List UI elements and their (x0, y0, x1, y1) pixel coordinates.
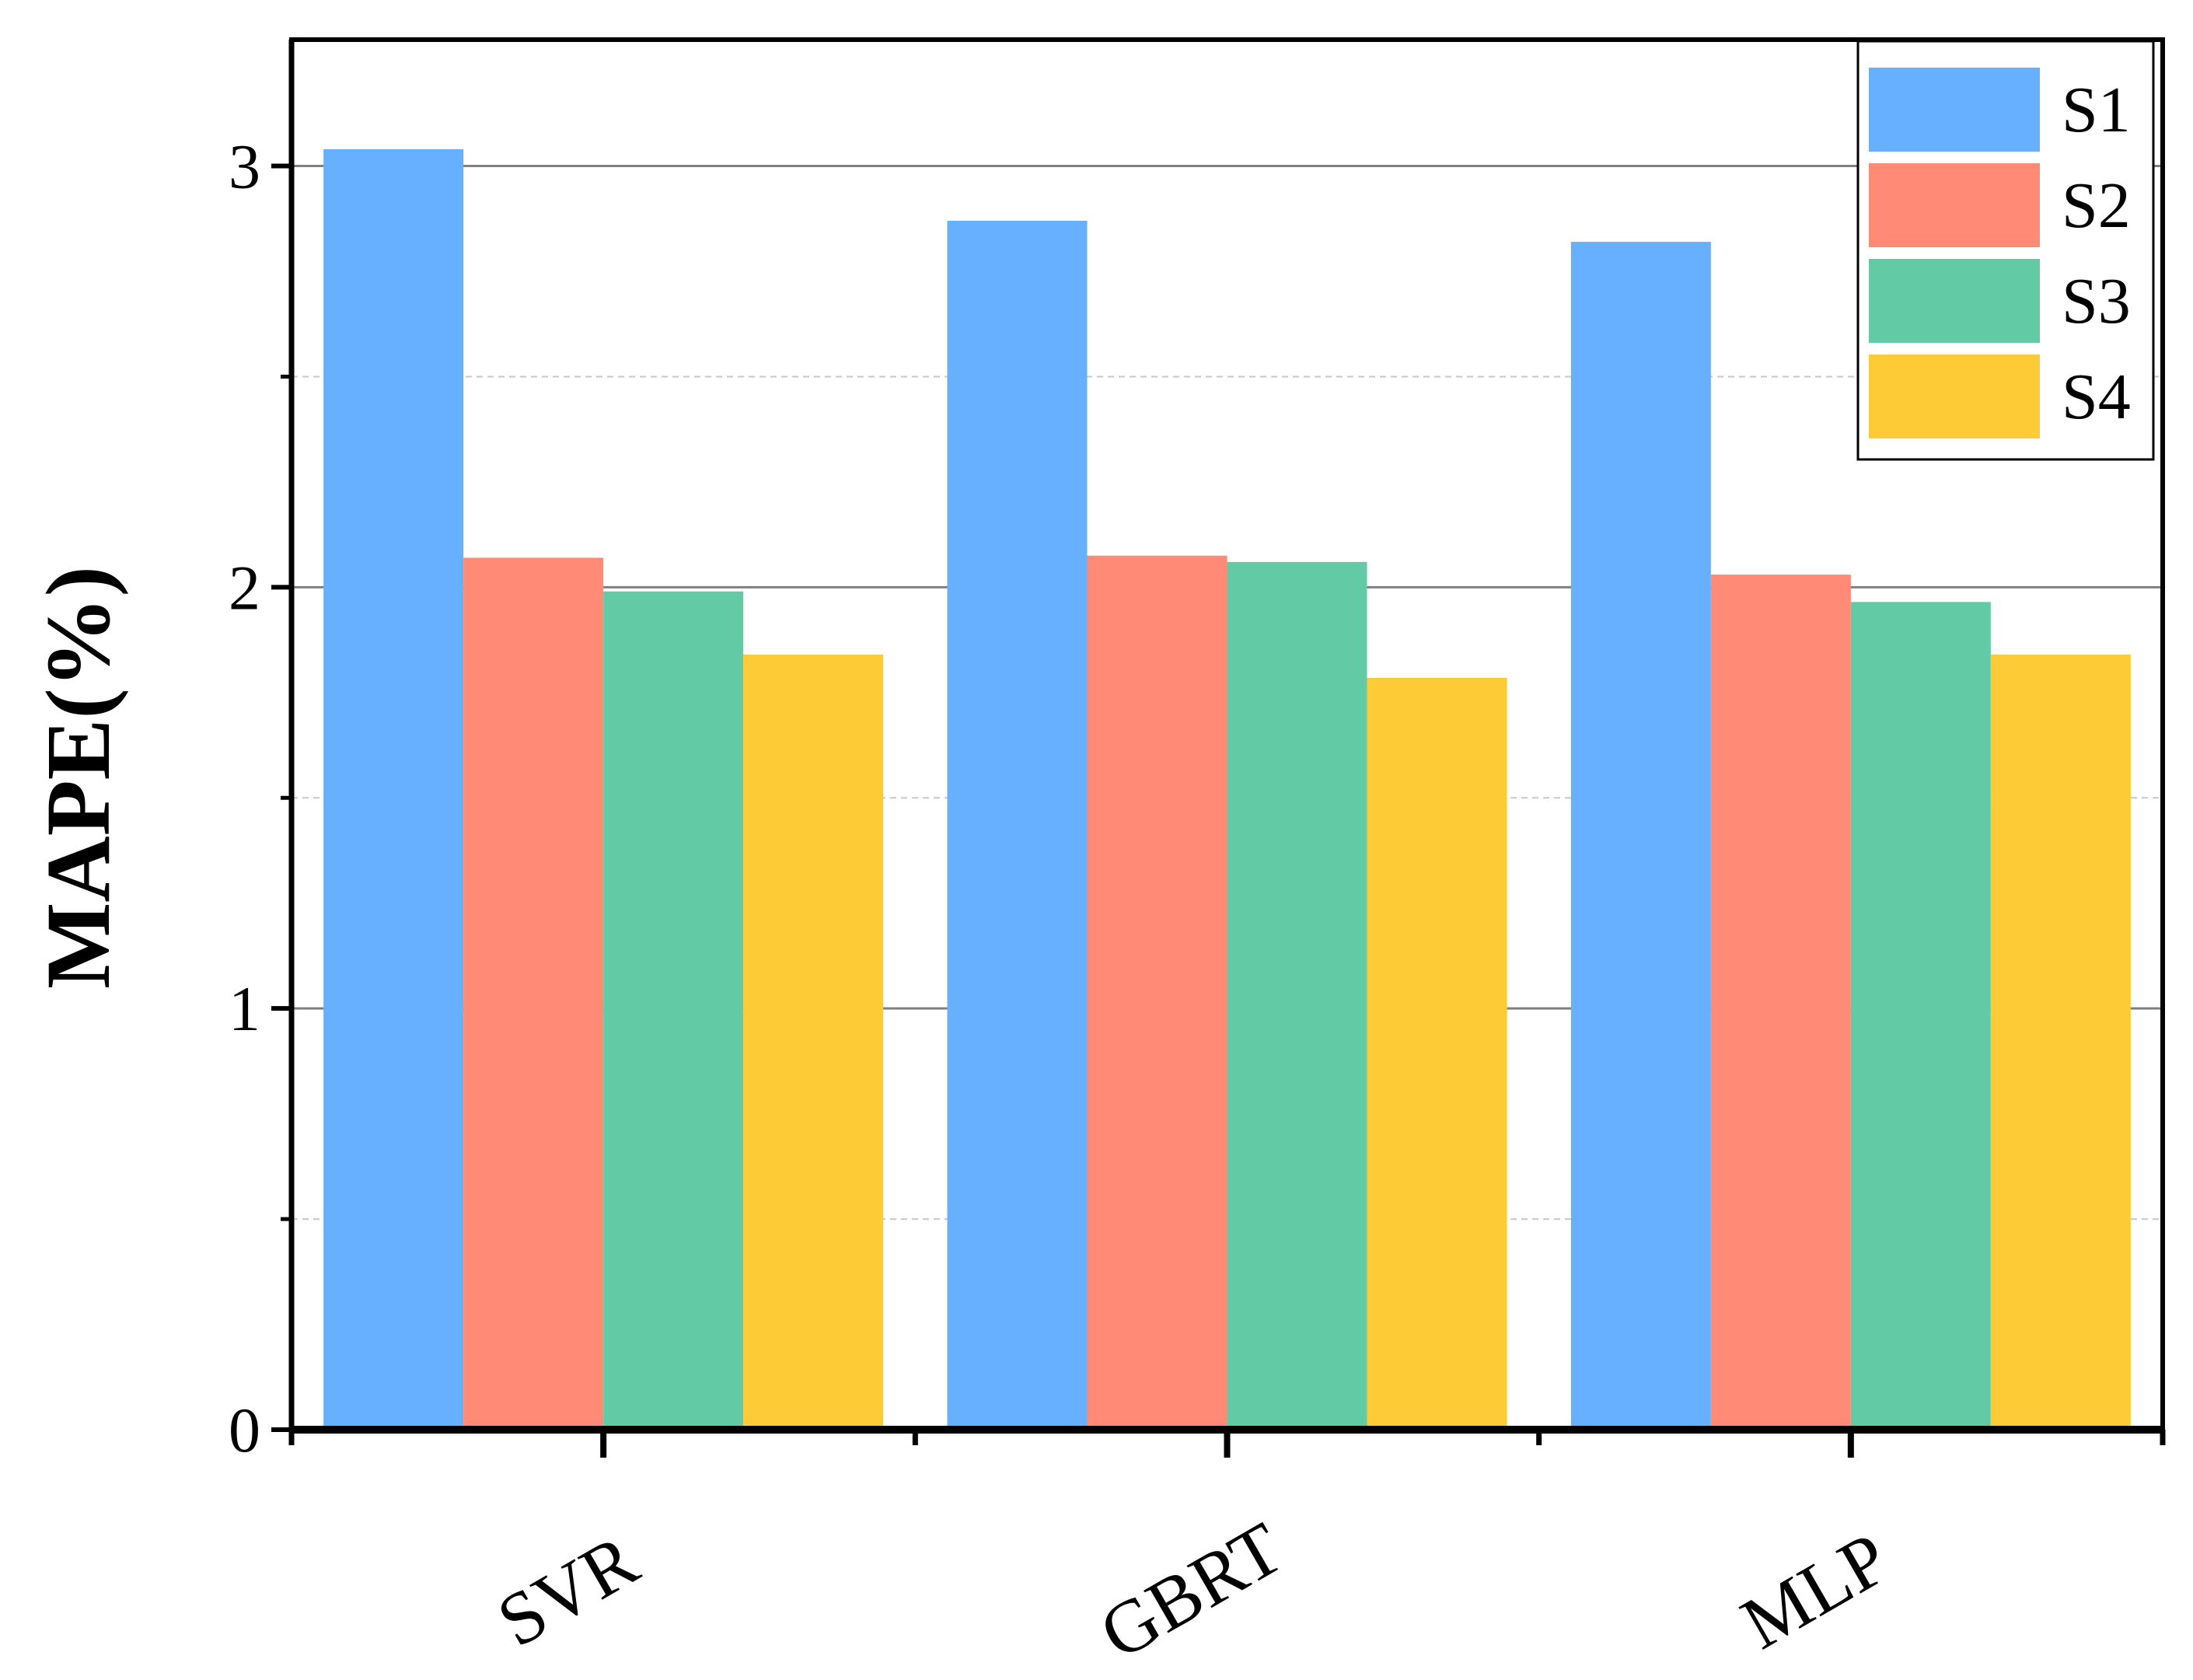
bar-s3-svr (603, 591, 744, 1430)
bar-s4-svr (743, 655, 884, 1430)
legend-swatch-s2 (1869, 163, 2040, 247)
bar-s2-svr (463, 557, 604, 1430)
legend-swatch-s1 (1869, 68, 2040, 152)
bar-s1-mlp (1570, 242, 1711, 1430)
bar-s1-svr (323, 148, 464, 1430)
y-tick-label: 3 (229, 131, 260, 202)
y-tick-label: 1 (229, 973, 260, 1044)
bar-s3-mlp (1850, 602, 1991, 1430)
x-tick-label: SVR (484, 1518, 651, 1663)
x-tick-label: GBRT (1086, 1506, 1296, 1675)
bars (323, 148, 2131, 1430)
bar-s3-gbrt (1227, 561, 1367, 1430)
y-tick-label: 2 (229, 552, 260, 623)
legend: S1 S2 S3 S4 (1856, 40, 2155, 461)
legend-swatch-s4 (1869, 355, 2040, 438)
bar-s4-gbrt (1367, 677, 1507, 1430)
bar-s2-mlp (1710, 575, 1851, 1430)
y-axis-title: MAPE(%) (27, 566, 129, 989)
bar-s4-mlp (1990, 655, 2131, 1430)
bar-s2-gbrt (1087, 555, 1227, 1430)
legend-label-s2: S2 (2062, 169, 2131, 242)
legend-label-s1: S1 (2062, 74, 2131, 146)
axes (271, 37, 2166, 1458)
bar-s1-gbrt (947, 220, 1088, 1430)
x-tick-label: MLP (1727, 1516, 1901, 1664)
legend-label-s3: S3 (2062, 265, 2131, 337)
y-tick-label: 0 (229, 1395, 260, 1465)
legend-swatch-s3 (1869, 259, 2040, 343)
legend-label-s4: S4 (2062, 361, 2131, 433)
